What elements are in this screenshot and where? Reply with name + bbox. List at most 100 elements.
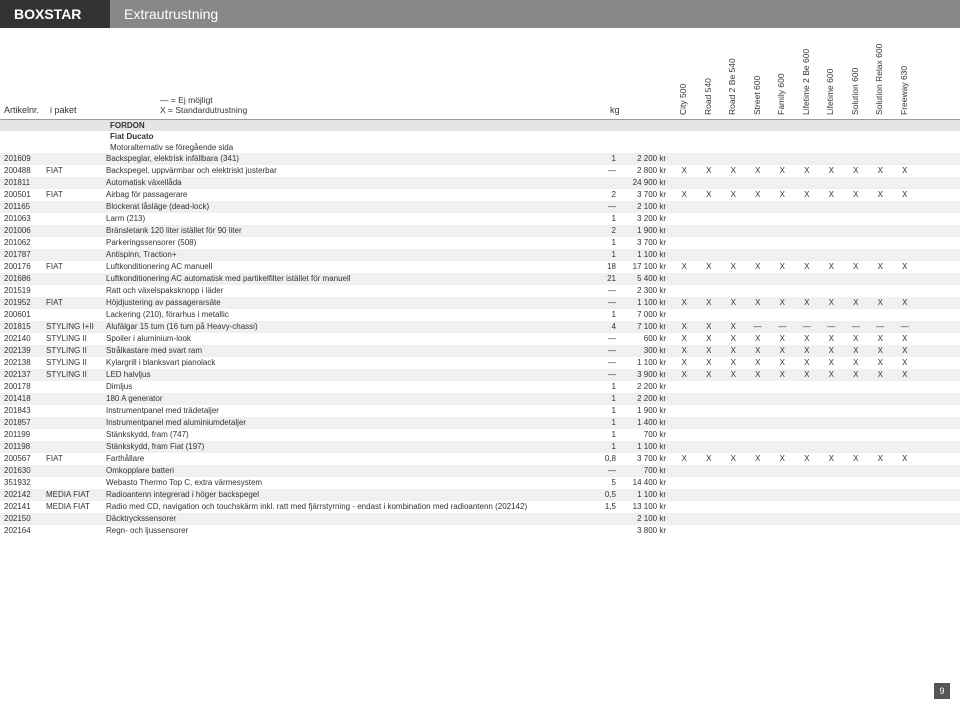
cell-mark: X: [893, 333, 918, 345]
legend-line1: — = Ej möjligt: [160, 95, 247, 105]
equipment-table: FORDON Fiat Ducato Motoralternativ se fö…: [0, 120, 960, 537]
cell-price: 3 200 kr: [620, 213, 672, 225]
cell-mark: X: [868, 165, 893, 177]
cell-description: Webasto Thermo Top C, extra värmesystem: [106, 477, 594, 489]
cell-price: 24 900 kr: [620, 177, 672, 189]
cell-mark: X: [746, 369, 771, 381]
cell-mark: X: [770, 189, 795, 201]
cell-mark: —: [819, 321, 844, 333]
table-row: 201857Instrumentpanel med aluminiumdetal…: [0, 417, 960, 429]
cell-artikel: 201006: [0, 225, 46, 237]
cell-kg: 1: [594, 417, 620, 429]
cell-mark: X: [893, 261, 918, 273]
cell-kg: 1,5: [594, 501, 620, 513]
cell-artikel: 201787: [0, 249, 46, 261]
cell-kg: 0,8: [594, 453, 620, 465]
cell-mark: X: [746, 345, 771, 357]
cell-mark: X: [893, 165, 918, 177]
cell-description: Radio med CD, navigation och touchskärm …: [106, 501, 594, 513]
cell-artikel: 201418: [0, 393, 46, 405]
cell-price: 2 100 kr: [620, 201, 672, 213]
cell-mark: X: [795, 261, 820, 273]
model-col-4: Family 600: [776, 73, 786, 115]
cell-mark: X: [893, 369, 918, 381]
cell-mark: X: [893, 189, 918, 201]
cell-mark: X: [672, 345, 697, 357]
cell-kg: 1: [594, 309, 620, 321]
cell-price: 3 900 kr: [620, 369, 672, 381]
model-col-2: Road 2 Be 540: [727, 58, 737, 115]
cell-price: 1 100 kr: [620, 441, 672, 453]
cell-artikel: 201198: [0, 441, 46, 453]
cell-description: Luftkonditionering AC automatisk med par…: [106, 273, 594, 285]
cell-description: Omkopplare batteri: [106, 465, 594, 477]
table-row: 201609Backspeglar, elektrisk infällbara …: [0, 153, 960, 165]
cell-mark: X: [868, 453, 893, 465]
col-artikel: Artikelnr.: [4, 105, 39, 115]
cell-mark: X: [672, 453, 697, 465]
cell-artikel: 201857: [0, 417, 46, 429]
section-fordon: FORDON: [0, 120, 960, 131]
cell-price: 3 700 kr: [620, 237, 672, 249]
cell-description: Blockerat låsläge (dead-lock): [106, 201, 594, 213]
cell-mark: X: [697, 297, 722, 309]
cell-artikel: 200501: [0, 189, 46, 201]
cell-mark: X: [721, 321, 746, 333]
model-col-6: Lifetime 600: [825, 69, 835, 115]
cell-description: Radioantenn integrerad i höger backspege…: [106, 489, 594, 501]
cell-kg: 1: [594, 381, 620, 393]
cell-price: 2 200 kr: [620, 153, 672, 165]
cell-description: Luftkonditionering AC manuell: [106, 261, 594, 273]
cell-mark: X: [746, 189, 771, 201]
cell-kg: —: [594, 201, 620, 213]
cell-artikel: 202141: [0, 501, 46, 513]
cell-mark: X: [868, 357, 893, 369]
cell-kg: —: [594, 465, 620, 477]
cell-mark: X: [844, 453, 869, 465]
cell-mark: X: [721, 189, 746, 201]
cell-mark: X: [819, 357, 844, 369]
cell-price: 700 kr: [620, 465, 672, 477]
table-row: 202140STYLING IISpoiler i aluminium-look…: [0, 333, 960, 345]
cell-price: 2 300 kr: [620, 285, 672, 297]
cell-artikel: 201199: [0, 429, 46, 441]
cell-description: Däcktryckssensorer: [106, 513, 594, 525]
cell-artikel: 202139: [0, 345, 46, 357]
cell-mark: X: [746, 357, 771, 369]
cell-description: Antispinn, Traction+: [106, 249, 594, 261]
table-row: 200488FIATBackspegel, uppvärmbar och ele…: [0, 165, 960, 177]
table-row: 351932Webasto Thermo Top C, extra värmes…: [0, 477, 960, 489]
cell-mark: X: [721, 333, 746, 345]
cell-kg: 2: [594, 189, 620, 201]
table-row: 200176FIATLuftkonditionering AC manuell1…: [0, 261, 960, 273]
cell-mark: X: [672, 321, 697, 333]
cell-mark: X: [697, 261, 722, 273]
cell-artikel: 201165: [0, 201, 46, 213]
cell-artikel: 202142: [0, 489, 46, 501]
cell-description: Instrumentpanel med trädetaljer: [106, 405, 594, 417]
cell-mark: X: [795, 345, 820, 357]
cell-mark: X: [893, 345, 918, 357]
cell-mark: —: [746, 321, 771, 333]
cell-mark: X: [697, 333, 722, 345]
cell-mark: X: [672, 369, 697, 381]
cell-artikel: 200567: [0, 453, 46, 465]
table-row: 200501FIATAirbag för passagerare23 700 k…: [0, 189, 960, 201]
table-row: 201519Ratt och växelspaksknopp i läder—2…: [0, 285, 960, 297]
cell-description: Larm (213): [106, 213, 594, 225]
cell-artikel: 201952: [0, 297, 46, 309]
cell-price: 17 100 kr: [620, 261, 672, 273]
col-paket: i paket: [50, 105, 77, 115]
cell-mark: X: [819, 453, 844, 465]
cell-description: 180 A generator: [106, 393, 594, 405]
cell-mark: X: [893, 297, 918, 309]
cell-mark: X: [819, 165, 844, 177]
cell-artikel: 202164: [0, 525, 46, 537]
cell-artikel: 201062: [0, 237, 46, 249]
cell-description: Stänkskydd, fram (747): [106, 429, 594, 441]
cell-mark: X: [672, 189, 697, 201]
cell-paket: MEDIA FIAT: [46, 489, 106, 501]
cell-kg: 1: [594, 213, 620, 225]
cell-mark: X: [868, 297, 893, 309]
cell-mark: X: [770, 369, 795, 381]
